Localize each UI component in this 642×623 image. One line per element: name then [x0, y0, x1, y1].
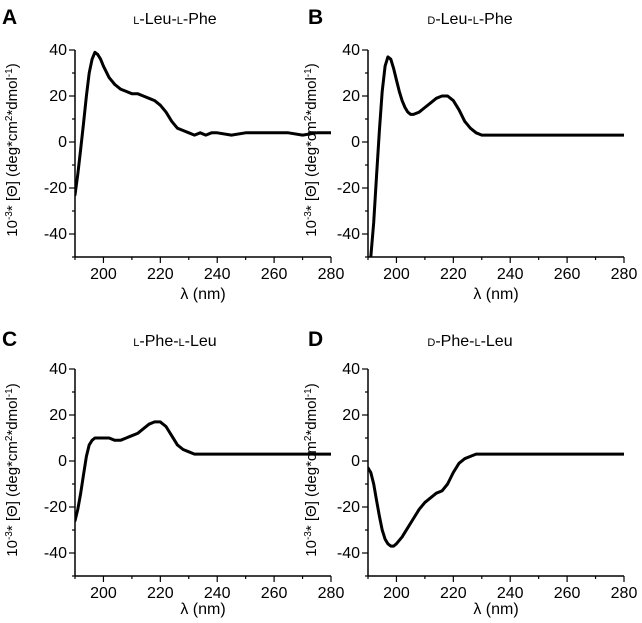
y-tick-label: 20 [342, 88, 360, 105]
y-tick-label: -20 [337, 499, 360, 516]
y-tick-label: 0 [58, 453, 67, 470]
y-tick-label: 40 [49, 42, 67, 59]
y-tick-label: -20 [337, 180, 360, 197]
cd-spectrum-line [75, 50, 331, 197]
y-tick-label: -40 [44, 226, 67, 243]
y-tick-label: -20 [44, 180, 67, 197]
y-tick-label: -40 [337, 226, 360, 243]
cd-spectrum-line [75, 420, 331, 523]
y-tick-label: 20 [49, 407, 67, 424]
x-tick-label: 220 [147, 585, 174, 602]
y-axis-title: 10-3* [Θ] (deg*cm2*dmol-1) [4, 63, 22, 236]
x-axis-title: λ (nm) [473, 601, 518, 618]
x-tick-label: 280 [611, 266, 638, 283]
y-tick-label: 0 [351, 453, 360, 470]
y-axis-title: 10-3* [Θ] (deg*cm2*dmol-1) [303, 383, 321, 556]
y-axis-title: 10-3* [Θ] (deg*cm2*dmol-1) [303, 63, 321, 236]
y-tick-label: 20 [49, 88, 67, 105]
x-tick-label: 260 [554, 585, 581, 602]
y-tick-label: -40 [337, 545, 360, 562]
x-tick-label: 220 [147, 266, 174, 283]
y-tick-label: 0 [58, 134, 67, 151]
x-axis-title: λ (nm) [473, 286, 518, 303]
x-axis-title: λ (nm) [180, 601, 225, 618]
x-tick-label: 240 [204, 585, 231, 602]
panel-letter: D [308, 328, 323, 351]
panel-title: L-Phe-L-Leu [133, 333, 216, 350]
x-tick-label: 200 [90, 585, 117, 602]
x-tick-label: 280 [611, 585, 638, 602]
x-tick-label: 220 [440, 266, 467, 283]
x-tick-label: 200 [90, 266, 117, 283]
x-tick-label: 280 [318, 266, 345, 283]
y-tick-label: 40 [342, 361, 360, 378]
panel-title: D-Leu-L-Phe [427, 11, 512, 28]
y-tick-label: 0 [351, 134, 360, 151]
x-tick-label: 200 [383, 266, 410, 283]
x-tick-label: 280 [318, 585, 345, 602]
y-tick-label: 40 [49, 361, 67, 378]
panel-title: L-Leu-L-Phe [133, 11, 217, 28]
y-tick-label: 40 [342, 42, 360, 59]
x-tick-label: 200 [383, 585, 410, 602]
y-tick-label: -20 [44, 499, 67, 516]
y-tick-label: -40 [44, 545, 67, 562]
x-tick-label: 260 [261, 585, 288, 602]
y-axis-title: 10-3* [Θ] (deg*cm2*dmol-1) [4, 383, 22, 556]
y-tick-label: 20 [342, 407, 360, 424]
panel-letter: B [308, 6, 323, 29]
panel-title: D-Phe-L-Leu [427, 333, 512, 350]
x-tick-label: 220 [440, 585, 467, 602]
x-tick-label: 240 [204, 266, 231, 283]
x-tick-label: 240 [497, 585, 524, 602]
x-tick-label: 260 [554, 266, 581, 283]
cd-spectrum-line [368, 452, 624, 548]
x-tick-label: 260 [261, 266, 288, 283]
x-axis-title: λ (nm) [180, 286, 225, 303]
cd-spectrum-line [369, 55, 624, 257]
panel-letter: A [2, 6, 17, 29]
x-tick-label: 240 [497, 266, 524, 283]
panel-letter: C [2, 328, 17, 351]
